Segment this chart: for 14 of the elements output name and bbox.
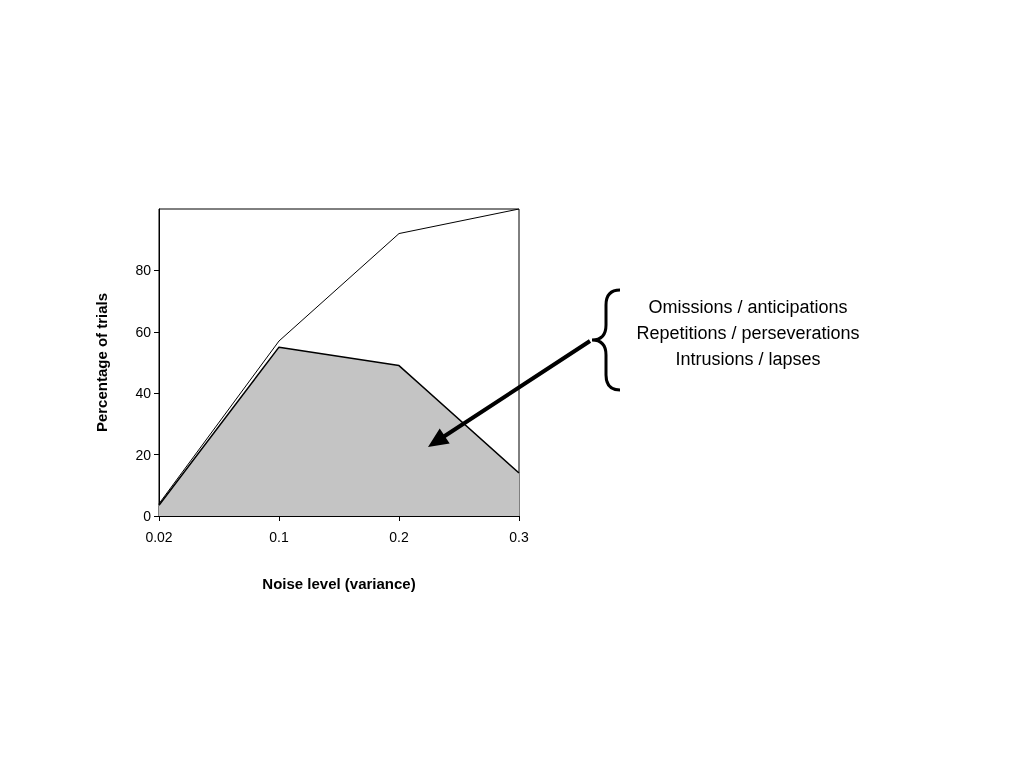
text: Omissions / anticipations — [648, 297, 848, 317]
x-tick-label: 0.2 — [389, 529, 409, 545]
y-tick-label: 60 — [135, 323, 152, 340]
text: Repetitions / perseverations — [636, 323, 860, 343]
y-tick-label: 40 — [135, 385, 152, 402]
x-axis-title: Noise level (variance) — [262, 575, 416, 592]
y-tick-label: 0 — [143, 508, 152, 524]
y-tick-label: 20 — [135, 446, 152, 463]
x-tick-label: 0.3 — [509, 529, 529, 545]
y-tick-label: 80 — [135, 262, 152, 279]
x-tick-label: 0.1 — [269, 529, 289, 545]
y-axis-title: Percentage of trials — [93, 292, 110, 433]
x-tick-label: 0.02 — [145, 529, 173, 545]
text: Intrusions / lapses — [675, 349, 821, 369]
